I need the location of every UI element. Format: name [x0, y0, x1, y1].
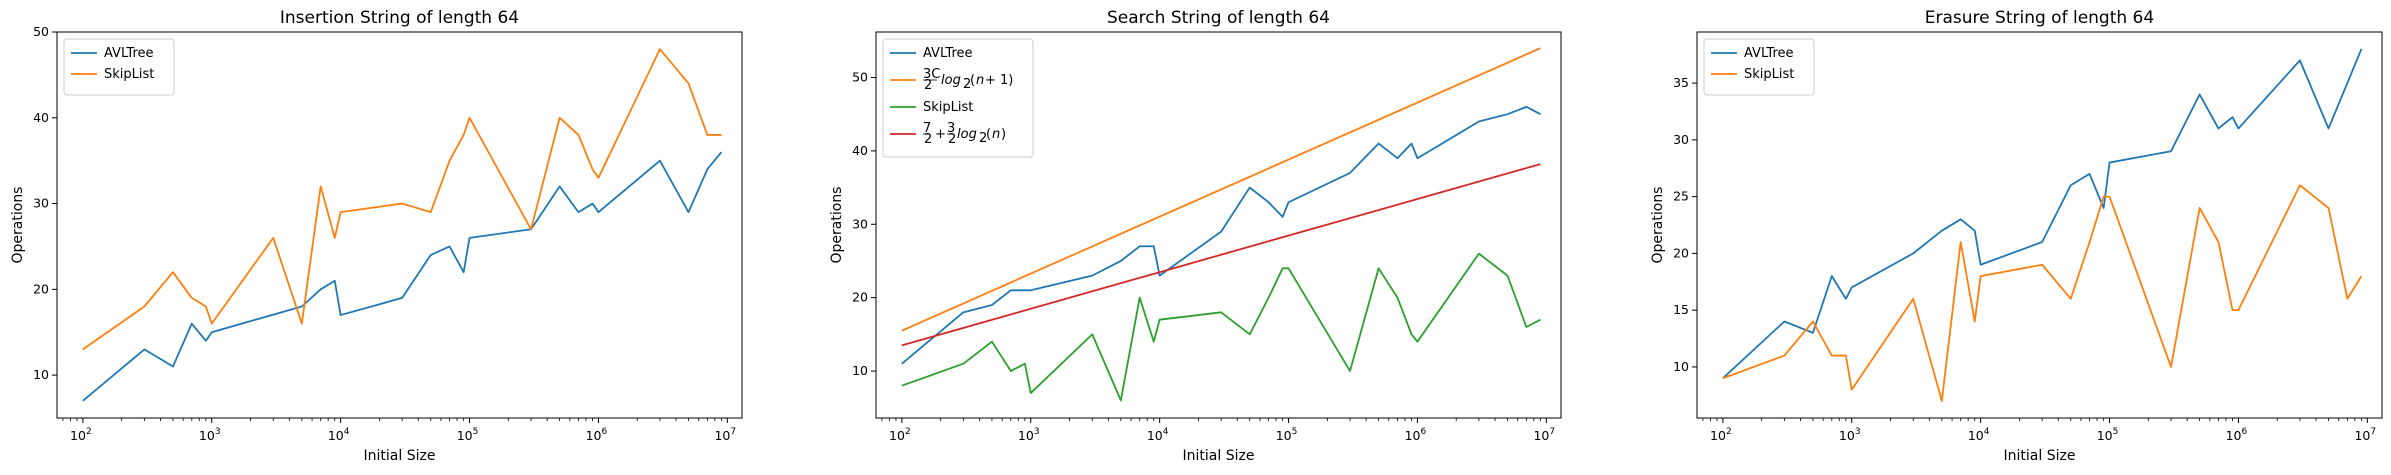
legend-label: AVLTree	[1744, 46, 1794, 61]
x-tick-label: 103	[1018, 427, 1040, 443]
legend-math-label: 3C2 log 2(n + 1)	[923, 67, 1013, 93]
y-tick-label: 10	[852, 363, 868, 378]
y-tick-label: 20	[33, 281, 49, 296]
legend-label: AVLTree	[923, 46, 973, 61]
x-tick-label: 107	[714, 427, 736, 443]
series-line-skiplist	[901, 252, 1541, 402]
plot-frame	[875, 31, 1562, 419]
y-tick-label: 30	[1673, 132, 1689, 147]
x-axis-label: Initial Size	[364, 448, 436, 464]
legend: AVLTree SkipList	[63, 38, 175, 96]
x-tick-label: 105	[2097, 427, 2119, 443]
x-tick-label: 107	[2354, 427, 2376, 443]
y-tick-label: 25	[1673, 189, 1689, 204]
legend-math-part: 2	[924, 132, 932, 147]
series-group	[82, 48, 723, 402]
legend-math-part: log	[957, 127, 977, 142]
series-line-3c-2-log2-n-1-	[901, 47, 1541, 332]
x-tick-label: 104	[1147, 427, 1169, 443]
y-axis-label: Operations	[1650, 187, 1666, 264]
legend-math-part: 3C	[923, 67, 940, 82]
legend-item: 3C2 log 2(n + 1)	[890, 67, 1013, 93]
y-tick-label: 30	[33, 196, 49, 211]
y-tick-label: 30	[852, 216, 868, 231]
chart-panel-3: Erasure String of length 64 102 103 104 105 1…	[1650, 8, 2383, 464]
x-tick-label: 106	[586, 427, 608, 443]
chart-title: Insertion String of length 64	[280, 8, 519, 28]
x-axis-label: Initial Size	[1183, 448, 1255, 464]
series-group	[1722, 48, 2363, 402]
x-tick-label: 104	[328, 427, 350, 443]
legend-math-part: 2	[948, 132, 956, 147]
legend-box	[882, 38, 1034, 158]
legend-math-part: (	[986, 127, 991, 142]
x-tick-label: 106	[2226, 427, 2248, 443]
y-tick-label: 40	[852, 143, 868, 158]
series-line-7-2-3-2-log2-n-	[901, 163, 1541, 347]
y-axis-label: Operations	[10, 187, 26, 264]
series-line-skiplist	[1722, 184, 2363, 402]
series-line-avltree	[1722, 48, 2363, 379]
legend-item: SkipList	[890, 100, 973, 115]
y-tick-label: 50	[33, 24, 49, 39]
y-axis-label: Operations	[829, 187, 845, 264]
chart-title: Search String of length 64	[1107, 8, 1330, 28]
legend-math-part: 3	[947, 121, 955, 136]
y-tick-label: 20	[1673, 245, 1689, 260]
legend-item: SkipList	[1711, 67, 1794, 82]
legend-math-part: n	[976, 73, 984, 88]
legend-math-part: log	[941, 73, 961, 88]
chart-title: Erasure String of length 64	[1925, 8, 2154, 28]
y-tick-label: 20	[852, 290, 868, 305]
legend-math-part: 2	[979, 131, 987, 146]
x-tick-label: 103	[199, 427, 221, 443]
legend-math-part: (	[970, 73, 975, 88]
legend-math-part: n	[992, 127, 1000, 142]
plot-frame	[1696, 31, 2383, 419]
series-line-avltree	[82, 151, 723, 402]
y-tick-label: 50	[852, 69, 868, 84]
x-tick-label: 102	[1710, 427, 1732, 443]
x-tick-label: 105	[1276, 427, 1298, 443]
x-tick-label: 104	[1968, 427, 1990, 443]
y-tick-label: 15	[1673, 302, 1689, 317]
series-line-skiplist	[82, 48, 722, 351]
legend-label: AVLTree	[104, 46, 154, 61]
x-tick-label: 102	[889, 427, 911, 443]
legend-math-part: 7	[923, 121, 931, 136]
legend-item: SkipList	[71, 67, 154, 82]
x-tick-label: 102	[70, 427, 92, 443]
legend-math-part: 2	[924, 78, 932, 93]
x-tick-label: 106	[1405, 427, 1427, 443]
legend-math-part: )	[1001, 127, 1006, 142]
series-line-avltree	[901, 105, 1541, 365]
legend-label: SkipList	[1744, 67, 1794, 82]
x-tick-label: 107	[1533, 427, 1555, 443]
x-axis-label: Initial Size	[2004, 448, 2076, 464]
legend-item: AVLTree	[890, 46, 973, 61]
y-tick-label: 35	[1673, 75, 1689, 90]
y-tick-label: 40	[33, 110, 49, 125]
legend-math-part: 2	[963, 77, 971, 92]
x-tick-label: 105	[457, 427, 479, 443]
y-tick-label: 10	[1673, 359, 1689, 374]
y-tick-label: 10	[33, 367, 49, 382]
legend-math-part: + 1)	[985, 73, 1013, 88]
x-tick-label: 103	[1839, 427, 1861, 443]
legend-math-label: 72 +32 log 2(n)	[923, 121, 1006, 147]
legend-label: SkipList	[104, 67, 154, 82]
legend-label: SkipList	[923, 100, 973, 115]
legend-item: 72 +32 log 2(n)	[890, 121, 1006, 147]
series-group	[901, 47, 1541, 402]
legend-math-part: +	[935, 127, 946, 142]
legend-item: AVLTree	[71, 46, 154, 61]
legend: AVLTree SkipList	[1703, 38, 1815, 96]
chart-panel-1: Insertion String of length 64 102 103 104 10…	[10, 8, 743, 464]
legend-item: AVLTree	[1711, 46, 1794, 61]
plot-frame	[56, 31, 743, 419]
